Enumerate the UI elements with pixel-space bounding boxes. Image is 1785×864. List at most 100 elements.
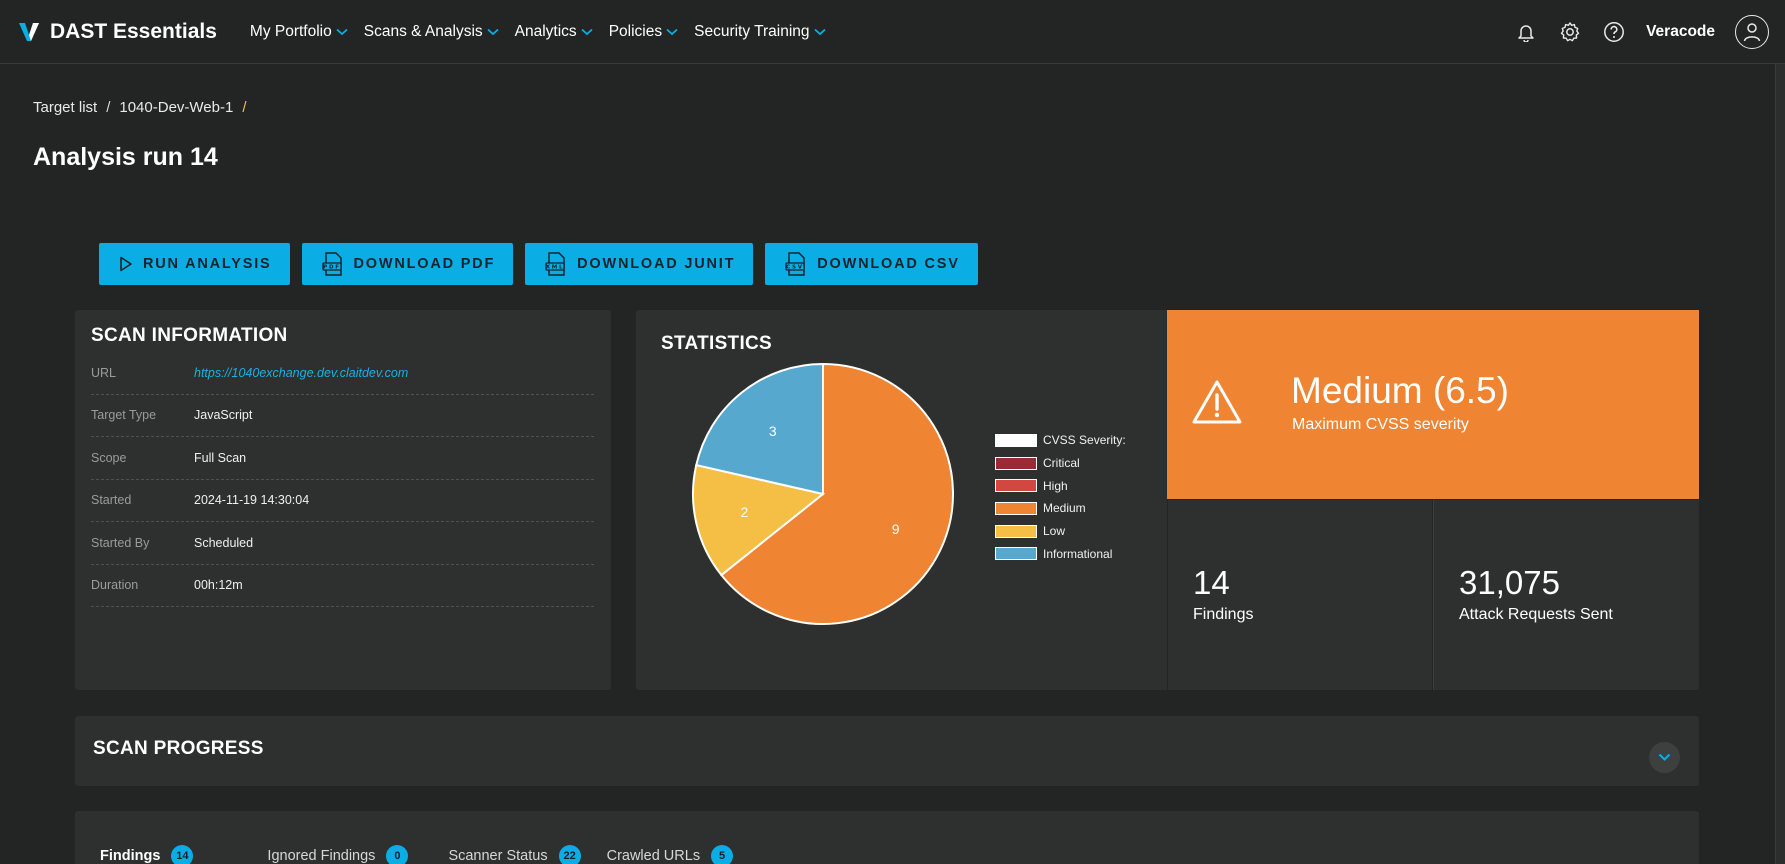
scan-information-card: SCAN INFORMATION URL https://1040exchang…: [75, 310, 611, 690]
legend-swatch: [995, 479, 1037, 493]
info-label: Started: [91, 493, 132, 508]
csv-file-icon: CSV: [785, 252, 805, 276]
info-label: Target Type: [91, 408, 157, 423]
tab-crawled-urls[interactable]: Crawled URLs 5: [606, 845, 734, 864]
info-value: JavaScript: [194, 408, 253, 423]
severity-pie-chart: 9 2 3: [692, 362, 954, 625]
breadcrumb-separator: /: [242, 99, 247, 116]
max-severity-panel: Medium (6.5) Maximum CVSS severity: [1167, 310, 1699, 499]
legend-swatch: [995, 501, 1037, 515]
target-url-link[interactable]: https://1040exchange.dev.claitdev.com: [194, 365, 409, 380]
pie-data-label: 2: [741, 504, 749, 520]
legend-label: High: [1043, 478, 1068, 493]
tab-label: Findings: [100, 848, 161, 864]
info-label: URL: [91, 365, 117, 380]
findings-count: 14: [1193, 564, 1230, 601]
xml-file-icon: XML: [545, 252, 565, 276]
info-value: Scheduled: [194, 535, 254, 550]
info-row-started-by: Started By Scheduled: [91, 522, 594, 565]
pdf-file-icon: PDF: [321, 252, 342, 276]
svg-text:PDF: PDF: [323, 265, 341, 271]
button-label: DOWNLOAD JUNIT: [577, 256, 736, 272]
legend-swatch: [995, 524, 1037, 538]
tab-scanner-status[interactable]: Scanner Status 22: [448, 845, 581, 864]
info-row-target-type: Target Type JavaScript: [91, 395, 594, 437]
svg-text:CSV: CSV: [786, 265, 804, 271]
page-scrollbar[interactable]: [1775, 64, 1785, 864]
button-label: RUN ANALYSIS: [143, 256, 272, 272]
breadcrumb-target[interactable]: 1040-Dev-Web-1: [119, 99, 234, 116]
info-row-url: URL https://1040exchange.dev.claitdev.co…: [91, 352, 594, 395]
top-navigation-bar: DAST Essentials My Portfolio Scans & Ana…: [0, 0, 1785, 64]
veracode-logo-icon: [19, 22, 39, 41]
tab-count-badge: 14: [171, 845, 194, 864]
gear-icon[interactable]: [1558, 20, 1582, 44]
expand-button[interactable]: [1649, 742, 1680, 773]
nav-scans-analysis[interactable]: Scans & Analysis: [364, 23, 499, 41]
user-icon: [1743, 23, 1761, 42]
pie-slice-informational[interactable]: [695, 362, 824, 496]
tab-label: Scanner Status: [448, 848, 548, 864]
breadcrumb-separator: /: [106, 99, 111, 116]
user-name[interactable]: Veracode: [1646, 23, 1715, 40]
brand-name: DAST Essentials: [50, 19, 217, 43]
chevron-down-icon: [1658, 753, 1671, 761]
scan-progress-card[interactable]: SCAN PROGRESS: [75, 716, 1699, 786]
tab-count-badge: 5: [711, 845, 734, 864]
tab-findings[interactable]: Findings 14: [100, 845, 194, 864]
action-buttons: RUN ANALYSIS PDF DOWNLOAD PDF XML DOWNLO…: [99, 243, 990, 285]
download-pdf-button[interactable]: PDF DOWNLOAD PDF: [301, 243, 514, 285]
svg-text:XML: XML: [546, 265, 565, 271]
download-junit-button[interactable]: XML DOWNLOAD JUNIT: [525, 243, 754, 285]
pie-slice-low[interactable]: [692, 463, 826, 577]
findings-metric: 14 Findings: [1167, 499, 1432, 690]
findings-caption: Findings: [1193, 606, 1254, 623]
chevron-down-icon: [336, 28, 348, 35]
nav-my-portfolio[interactable]: My Portfolio: [250, 23, 348, 41]
info-value: 00h:12m: [194, 578, 243, 593]
avatar[interactable]: [1735, 15, 1769, 49]
legend-label: Critical: [1043, 456, 1080, 471]
chevron-down-icon: [666, 28, 678, 35]
brand[interactable]: DAST Essentials: [18, 20, 217, 44]
main-nav: My Portfolio Scans & Analysis Analytics …: [250, 23, 842, 41]
nav-analytics[interactable]: Analytics: [515, 23, 593, 41]
nav-policies[interactable]: Policies: [609, 23, 678, 41]
attack-requests-caption: Attack Requests Sent: [1459, 606, 1613, 623]
info-value: 2024-11-19 14:30:04: [194, 493, 310, 508]
breadcrumb-target-list[interactable]: Target list: [33, 99, 98, 116]
legend-item-high[interactable]: High: [995, 474, 1126, 497]
legend-label: Informational: [1043, 546, 1113, 561]
legend-item-informational[interactable]: Informational: [995, 542, 1126, 565]
tab-count-badge: 0: [386, 845, 409, 864]
run-analysis-button[interactable]: RUN ANALYSIS: [99, 243, 290, 285]
nav-label: Security Training: [694, 22, 810, 40]
help-icon[interactable]: [1602, 20, 1626, 44]
legend-label: Medium: [1043, 501, 1086, 516]
chevron-down-icon: [813, 28, 826, 35]
nav-label: Scans & Analysis: [363, 22, 483, 40]
nav-security-training[interactable]: Security Training: [694, 22, 826, 41]
legend-item-low[interactable]: Low: [995, 520, 1126, 543]
max-severity-value: Medium (6.5): [1291, 370, 1509, 411]
tab-label: Crawled URLs: [606, 848, 701, 864]
download-csv-button[interactable]: CSV DOWNLOAD CSV: [765, 243, 978, 285]
legend-swatch: [995, 547, 1037, 561]
warning-icon: [1192, 380, 1242, 424]
play-icon: [120, 256, 132, 272]
bell-icon[interactable]: [1514, 20, 1538, 44]
legend-item-critical[interactable]: Critical: [995, 452, 1126, 475]
scan-information-table: URL https://1040exchange.dev.claitdev.co…: [91, 352, 594, 607]
page-title: Analysis run 14: [33, 143, 218, 171]
tab-ignored-findings[interactable]: Ignored Findings 0: [267, 845, 409, 864]
chart-legend: CVSS Severity: Critical High Medium Low Info…: [995, 429, 1126, 565]
tab-count-badge: 22: [558, 845, 581, 864]
legend-item-medium[interactable]: Medium: [995, 497, 1126, 520]
pie-slice-medium[interactable]: [719, 362, 954, 625]
legend-swatch: [995, 433, 1037, 447]
info-label: Started By: [91, 535, 150, 550]
attack-requests-metric: 31,075 Attack Requests Sent: [1433, 499, 1699, 690]
max-severity-caption: Maximum CVSS severity: [1292, 416, 1469, 433]
button-label: DOWNLOAD PDF: [353, 256, 496, 272]
legend-label: Low: [1043, 524, 1066, 539]
